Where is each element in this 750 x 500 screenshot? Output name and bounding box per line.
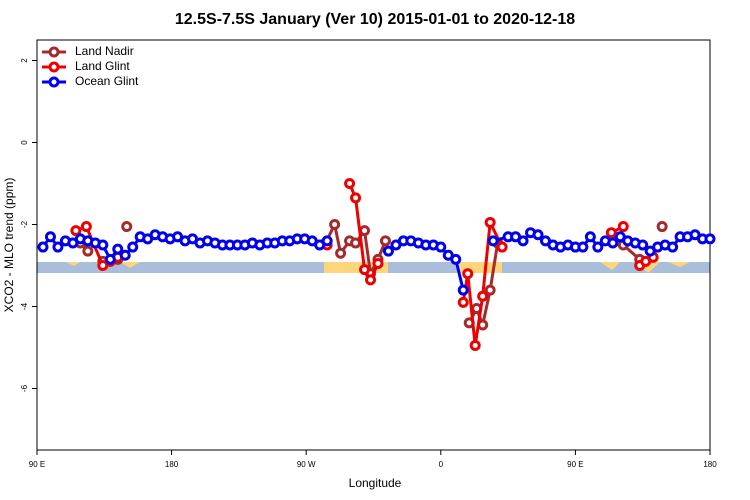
data-point [37,241,49,253]
data-point [350,237,362,249]
data-point [104,253,116,265]
data-point [457,284,469,296]
data-point [80,221,92,233]
x-axis-label: Longitude [349,476,402,490]
x-tick-label: 180 [703,460,717,469]
chart-title: 12.5S-7.5S January (Ver 10) 2015-01-01 t… [175,11,575,28]
data-point [359,225,371,237]
data-point [450,253,462,265]
data-point [350,192,362,204]
y-tick-label: 2 [20,58,29,63]
data-point [704,233,716,245]
data-point [379,235,391,247]
y-tick-label: -4 [20,302,29,310]
data-point [329,219,341,230]
data-point [127,241,139,253]
data-point [52,241,64,253]
data-point [335,247,347,259]
legend-marker [48,61,60,73]
legend-label: Land Nadir [75,44,134,58]
data-point [667,241,679,253]
data-point [435,241,447,253]
data-point [344,178,356,189]
legend-marker [48,76,60,88]
data-point [617,221,629,233]
y-tick-label: -6 [20,384,29,392]
data-point [119,249,131,261]
x-tick-label: 0 [439,460,444,469]
y-tick-label: 0 [20,140,29,145]
x-tick-label: 90 E [29,460,45,469]
plot-frame [36,39,711,451]
data-point [382,245,394,257]
data-point [321,235,333,247]
data-point [607,237,619,249]
data-point [605,227,617,239]
data-point [477,290,489,302]
data-point [457,296,469,308]
data-point [656,221,668,233]
data-point [487,235,499,247]
data-point [70,225,82,237]
data-point [462,268,474,280]
data-point [484,216,496,228]
data-point [592,241,604,253]
data-point [97,239,109,251]
y-tick-label: -2 [20,220,29,228]
x-tick-label: 90 E [567,460,583,469]
data-point [82,245,94,257]
data-point [517,235,529,247]
data-point [365,274,377,286]
data-point [44,231,56,243]
legend-label: Land Glint [75,59,130,73]
data-point [359,264,371,276]
legend-marker [48,46,60,58]
data-point [637,239,649,251]
data-point [577,241,589,253]
data-point [532,229,544,241]
legend-label: Ocean Glint [75,74,139,88]
x-tick-label: 180 [165,460,179,469]
x-tick-label: 90 W [297,460,316,469]
y-axis-label: XCO2 - MLO trend (ppm) [2,178,16,313]
data-point [121,221,133,233]
data-point [372,257,384,269]
data-point [584,231,596,243]
data-point [484,284,496,296]
data-point [496,241,508,253]
data-point [469,339,481,351]
data-point [112,243,124,255]
